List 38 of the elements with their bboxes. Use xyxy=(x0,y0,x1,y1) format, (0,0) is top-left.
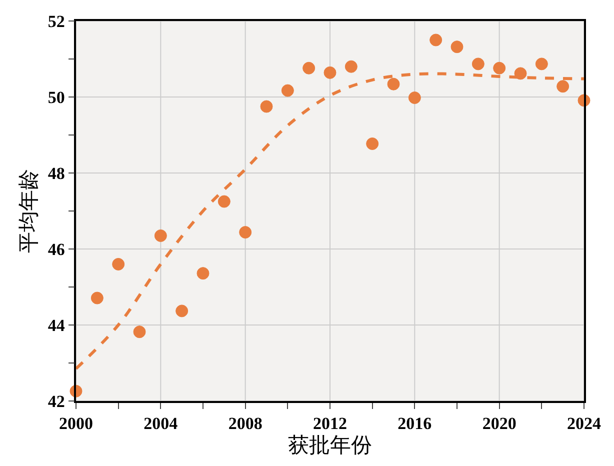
x-tick-label: 2012 xyxy=(313,414,347,434)
point xyxy=(514,67,527,80)
y-tick-label: 44 xyxy=(48,316,66,335)
x-tick-label: 2004 xyxy=(144,414,178,434)
x-axis-title: 获批年份 xyxy=(288,433,372,458)
point xyxy=(324,66,336,79)
point xyxy=(556,80,570,93)
point xyxy=(302,62,316,74)
point xyxy=(408,92,421,104)
point xyxy=(239,226,252,239)
point xyxy=(112,258,125,270)
point xyxy=(90,292,104,304)
y-tick-label: 46 xyxy=(48,240,65,259)
x-tick-label: 2020 xyxy=(482,414,516,434)
point xyxy=(281,84,294,97)
point xyxy=(260,100,273,113)
point xyxy=(387,78,400,90)
point xyxy=(344,60,358,73)
point xyxy=(218,195,230,208)
point xyxy=(154,229,167,242)
point xyxy=(535,58,548,70)
y-tick-label: 48 xyxy=(48,164,65,183)
x-tick-label: 2000 xyxy=(59,414,93,434)
point xyxy=(196,267,210,280)
x-tick-label: 2008 xyxy=(228,414,262,434)
point xyxy=(472,58,484,70)
point xyxy=(133,326,146,338)
point xyxy=(450,40,464,54)
y-tick-label: 52 xyxy=(48,12,65,31)
y-axis-title: 平均年龄 xyxy=(16,169,40,253)
x-tick-label: 2016 xyxy=(398,414,432,434)
y-tick-label: 50 xyxy=(48,88,65,107)
y-tick-label: 42 xyxy=(48,392,65,411)
point xyxy=(493,62,506,74)
point xyxy=(430,34,442,46)
x-tick-label: 2024 xyxy=(567,414,602,434)
point xyxy=(176,304,188,318)
point xyxy=(366,137,379,150)
